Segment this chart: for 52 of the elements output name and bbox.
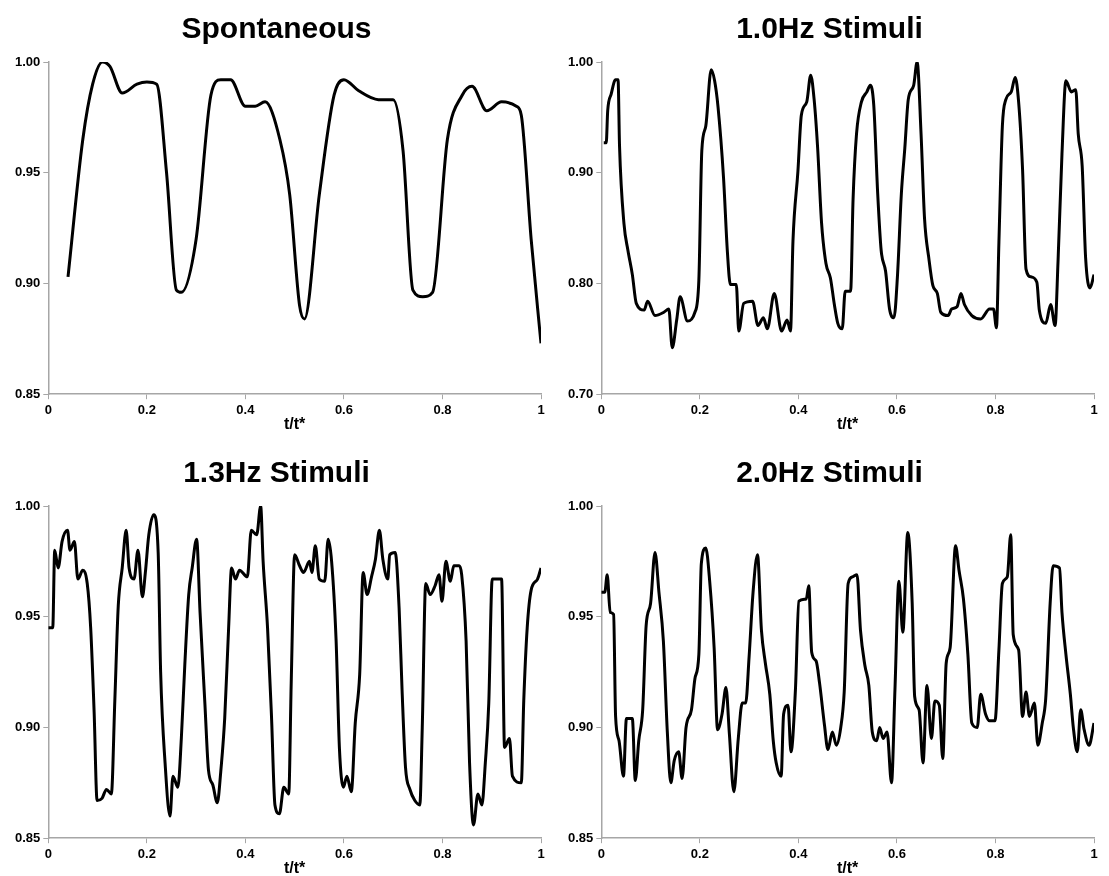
x-tick-label: 0.8 <box>986 845 1005 861</box>
x-axis-title: t/t* <box>283 414 307 432</box>
x-axis-title: t/t* <box>836 414 860 432</box>
x-tick-label: 0.6 <box>887 845 906 861</box>
y-tick-label: 0.70 <box>567 385 594 401</box>
x-axis-title: t/t* <box>283 858 307 876</box>
x-tick-label: 0.4 <box>789 845 809 861</box>
y-tick-label: 0.90 <box>567 164 594 180</box>
y-tick-label: 0.90 <box>14 275 41 291</box>
x-tick-label: 0.6 <box>334 845 353 861</box>
x-tick-label: 0 <box>44 401 52 417</box>
x-tick-label: 0.8 <box>986 401 1005 417</box>
x-tick-label: 0.4 <box>236 845 256 861</box>
x-axis-title: t/t* <box>836 858 860 876</box>
x-tick-label: 1 <box>1090 845 1098 861</box>
x-tick-label: 0 <box>44 845 52 861</box>
x-tick-label: 0.2 <box>690 845 709 861</box>
y-tick-label: 0.95 <box>14 164 41 180</box>
y-tick-label: 0.85 <box>567 829 594 845</box>
y-tick-label: 1.00 <box>567 53 594 69</box>
x-tick-label: 1 <box>1090 401 1098 417</box>
x-tick-label: 0.4 <box>236 401 256 417</box>
y-tick-label: 0.85 <box>14 829 41 845</box>
x-tick-label: 0.2 <box>137 401 156 417</box>
y-tick-label: 0.85 <box>14 385 41 401</box>
line-series <box>602 62 1094 350</box>
x-tick-label: 0.2 <box>137 845 156 861</box>
y-tick-label: 0.90 <box>14 719 41 735</box>
y-tick-label: 0.90 <box>567 719 594 735</box>
y-tick-label: 1.00 <box>14 497 41 513</box>
line-series <box>48 506 541 827</box>
y-tick-label: 0.80 <box>567 275 594 291</box>
y-tick-label: 1.00 <box>567 497 594 513</box>
x-tick-label: 0.4 <box>789 401 809 417</box>
y-tick-label: 0.95 <box>14 608 41 624</box>
chart-title: 1.0Hz Stimuli <box>736 11 923 45</box>
x-tick-label: 1 <box>537 401 545 417</box>
x-tick-label: 0.8 <box>433 401 452 417</box>
x-tick-label: 0.2 <box>690 401 709 417</box>
y-tick-label: 1.00 <box>14 53 41 69</box>
y-tick-label: 0.95 <box>567 608 594 624</box>
x-tick-label: 0 <box>597 845 605 861</box>
x-tick-label: 1 <box>537 845 545 861</box>
line-series <box>66 62 541 345</box>
x-tick-label: 0 <box>597 401 605 417</box>
line-series <box>601 531 1094 794</box>
x-tick-label: 0.8 <box>433 845 452 861</box>
x-tick-label: 0.6 <box>334 401 353 417</box>
chart-title: Spontaneous <box>181 11 372 45</box>
chart-title: 2.0Hz Stimuli <box>736 455 923 489</box>
chart-title: 1.3Hz Stimuli <box>183 455 370 489</box>
x-tick-label: 0.6 <box>887 401 906 417</box>
